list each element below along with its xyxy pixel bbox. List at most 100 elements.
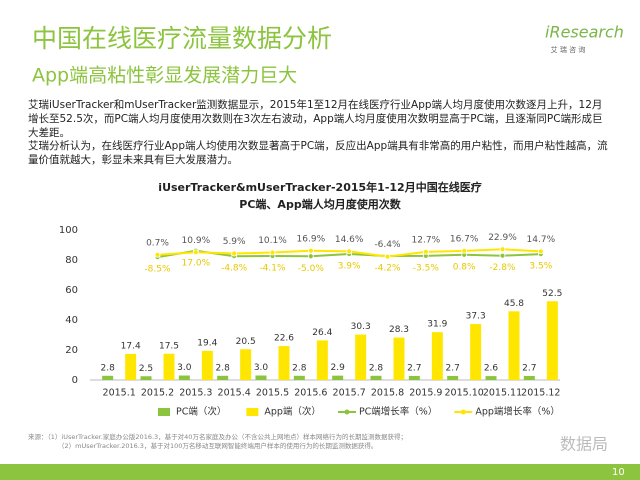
line-label: -3.5% (413, 263, 440, 273)
bar-label: 30.3 (351, 322, 371, 332)
legend-swatch (344, 409, 350, 415)
bar-label: 28.3 (389, 325, 409, 335)
logo-tagline: 艾 瑞 咨 询 (551, 45, 586, 54)
paragraph: 艾瑞iUserTracker和mUserTracker监测数据显示，2015年1… (28, 99, 603, 139)
y-tick-label: 40 (65, 315, 78, 326)
logo: iResearch (545, 23, 624, 42)
bar (125, 353, 137, 380)
bar (293, 375, 305, 380)
line-label: 0.8% (453, 262, 476, 272)
x-tick-label: 2015.3 (179, 388, 212, 399)
bar-label: 52.5 (542, 289, 562, 299)
legend-swatch (246, 408, 259, 416)
legend-label: PC端（次） (176, 406, 226, 418)
bar-label: 22.6 (274, 334, 294, 344)
page-number: 10 (612, 467, 625, 478)
line-label: 3.5% (529, 262, 552, 272)
bar-label: 2.7 (407, 363, 421, 373)
bar (255, 375, 267, 380)
line-marker (307, 253, 314, 260)
line-label: -4.8% (221, 264, 248, 274)
bar (447, 375, 459, 380)
bar (408, 375, 420, 380)
source: （2）mUserTracker.2016.3，基于对100万名移动互联网智能终端… (58, 441, 377, 450)
x-tick-label: 2015.8 (371, 388, 404, 399)
bar (240, 349, 252, 380)
bar (201, 350, 213, 380)
line-marker (231, 250, 238, 257)
slide-title: 中国在线医疗流量数据分析 (32, 24, 332, 53)
bar (508, 311, 520, 380)
y-tick-label: 0 (72, 375, 78, 386)
line-label: 10.9% (182, 236, 211, 246)
line-label: -2.8% (489, 263, 516, 273)
line-marker (499, 252, 506, 259)
slide-subtitle: App端高粘性彰显发展潜力巨大 (32, 65, 297, 87)
x-tick-label: 2015.10 (445, 388, 484, 399)
bar-label: 2.8 (216, 363, 231, 373)
bar (163, 353, 175, 380)
chart-title: iUserTracker&mUserTracker-2015年1-12月中国在线… (158, 180, 481, 194)
paragraph: 艾瑞分析认为，在线医疗行业App端人均使用次数显著高于PC端，反应出App端具有… (28, 140, 608, 166)
x-tick-label: 2015.7 (333, 388, 366, 399)
y-tick-label: 80 (65, 255, 78, 266)
source: 来源：（1）iUserTracker.家庭办公版2016.3，基于对40万名家庭… (28, 432, 407, 441)
bar (316, 340, 328, 380)
line-marker (192, 249, 199, 256)
line-marker (499, 246, 506, 253)
bar (485, 376, 497, 380)
x-tick-label: 2015.2 (141, 388, 174, 399)
line-label: 17.0% (182, 258, 211, 268)
line-marker (422, 248, 429, 255)
x-tick-label: 2015.9 (409, 388, 442, 399)
bar-label: 17.4 (121, 341, 141, 351)
bar (140, 376, 152, 380)
bar-label: 19.4 (197, 338, 217, 348)
bar-label: 2.8 (369, 363, 384, 373)
x-tick-label: 2015.11 (483, 388, 522, 399)
bar-label: 2.9 (331, 363, 346, 373)
bar (523, 375, 535, 380)
legend-swatch (460, 409, 466, 415)
bar-label: 37.3 (466, 312, 486, 322)
bar-label: 20.5 (236, 337, 256, 347)
x-tick-label: 2015.4 (218, 388, 251, 399)
bar (355, 334, 367, 380)
legend-label: App端增长率（%） (475, 406, 560, 418)
line-label: 12.7% (412, 235, 441, 245)
y-tick-label: 100 (59, 225, 78, 236)
line-label: -4.1% (259, 264, 286, 274)
line-label: 0.7% (146, 238, 169, 248)
line-label: -4.2% (374, 264, 401, 274)
bar-label: 45.8 (504, 299, 524, 309)
legend-label: App端（次） (264, 406, 321, 418)
line-label: -8.5% (144, 265, 171, 275)
line-label: 14.7% (527, 235, 556, 245)
line-label: -6.4% (374, 240, 401, 250)
line-marker (307, 247, 314, 254)
line-marker (346, 248, 353, 255)
x-tick-label: 2015.12 (521, 388, 560, 399)
footer-bar (0, 464, 640, 480)
line-marker (269, 249, 276, 256)
line-label: 22.9% (488, 233, 517, 243)
x-tick-label: 2015.5 (256, 388, 289, 399)
x-tick-label: 2015.1 (103, 388, 136, 399)
legend-swatch (158, 408, 170, 416)
line-label: 10.1% (258, 236, 287, 246)
bar (102, 375, 114, 380)
bar-label: 3.0 (177, 363, 192, 373)
watermark: 数据局 (560, 435, 608, 454)
bar (546, 301, 558, 380)
bar-label: 3.0 (254, 363, 269, 373)
bar (431, 332, 443, 380)
bar-label: 26.4 (312, 328, 332, 338)
y-tick-label: 60 (65, 285, 78, 296)
line-label: 16.7% (450, 234, 479, 244)
bar-label: 31.9 (427, 320, 447, 330)
line-marker (384, 253, 391, 260)
line-label: -5.0% (298, 264, 325, 274)
line-label: 14.6% (335, 235, 364, 245)
